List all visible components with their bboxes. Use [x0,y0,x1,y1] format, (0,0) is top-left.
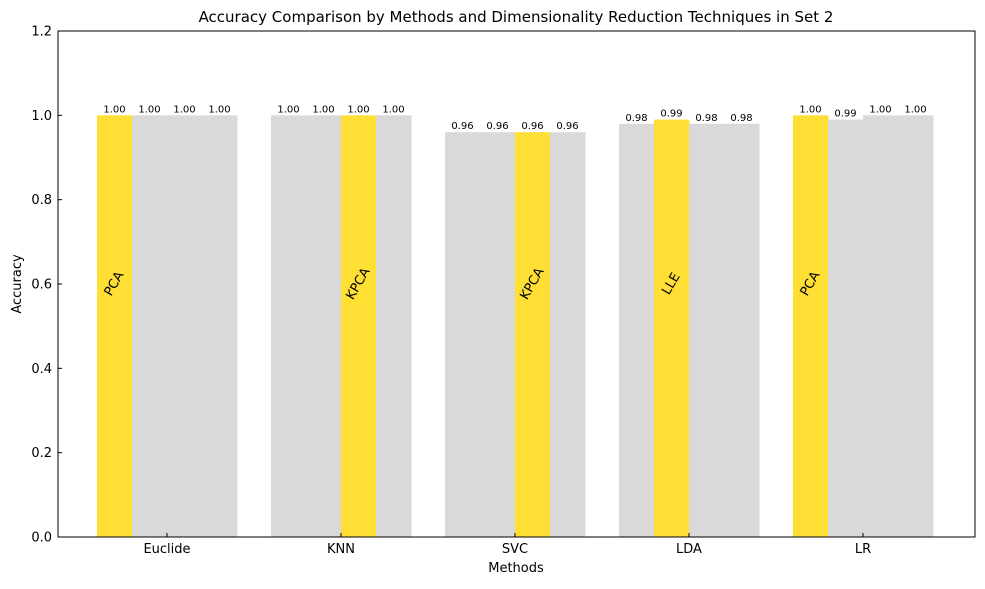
x-tick-label: LDA [676,542,702,557]
bar-svc-0 [445,132,481,537]
bar-euclide-0 [97,115,133,537]
bar-knn-3 [376,115,412,537]
bar-svc-2 [515,132,551,537]
value-label: 0.96 [556,121,578,132]
y-axis: 0.0 0.2 0.4 0.6 0.8 1.0 1.2 [31,25,62,546]
value-label: 1.00 [103,104,125,115]
bar-lda-1 [654,119,690,538]
bar-euclide-2 [167,115,203,537]
bar-lr-3 [898,115,934,537]
x-tick-label: KNN [327,542,355,557]
value-label: 0.98 [730,113,752,124]
y-tick-label: 0.4 [31,362,52,377]
bar-lr-2 [863,115,899,537]
value-label: 1.00 [382,104,404,115]
y-tick-label: 0.6 [31,278,52,293]
value-label: 0.99 [834,109,856,120]
y-tick-label: 0.2 [31,446,52,461]
bar-knn-0 [271,115,307,537]
x-tick-label: SVC [502,542,528,557]
value-label: 1.00 [347,104,369,115]
value-label: 1.00 [173,104,195,115]
x-tick-label: Euclide [143,542,190,557]
value-label: 1.00 [277,104,299,115]
bars-layer [97,115,934,538]
value-label: 1.00 [799,104,821,115]
bar-euclide-3 [202,115,238,537]
bar-lda-2 [689,123,725,538]
x-axis: Euclide KNN SVC LDA LR [143,533,871,557]
y-tick-label: 1.0 [31,109,52,124]
value-label: 0.98 [625,113,647,124]
value-label: 1.00 [904,104,926,115]
bar-euclide-1 [132,115,168,537]
y-axis-label: Accuracy [10,254,25,314]
y-tick-label: 0.8 [31,193,52,208]
bar-knn-1 [306,115,342,537]
bar-svc-3 [550,132,586,537]
bar-lr-1 [828,119,864,538]
bar-lda-3 [724,123,760,538]
value-label: 0.96 [451,121,473,132]
chart-title: Accuracy Comparison by Methods and Dimen… [199,8,834,26]
bar-lr-0 [793,115,829,537]
bar-knn-2 [341,115,377,537]
bar-lda-0 [619,123,655,538]
value-label: 0.96 [486,121,508,132]
y-tick-label: 1.2 [31,25,52,40]
value-label: 0.96 [521,121,543,132]
value-label: 0.99 [660,109,682,120]
x-axis-label: Methods [488,561,544,576]
value-label: 1.00 [208,104,230,115]
x-tick-label: LR [855,542,871,557]
y-tick-label: 0.0 [31,531,52,546]
value-label: 0.98 [695,113,717,124]
value-label: 1.00 [312,104,334,115]
value-label: 1.00 [869,104,891,115]
bar-svc-1 [480,132,516,537]
value-label: 1.00 [138,104,160,115]
